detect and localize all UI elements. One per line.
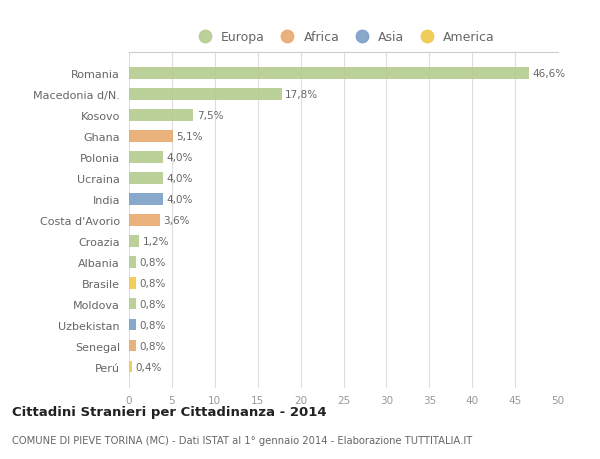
Text: 0,4%: 0,4%	[136, 362, 162, 372]
Text: 4,0%: 4,0%	[167, 152, 193, 162]
Text: 3,6%: 3,6%	[163, 215, 190, 225]
Bar	[129, 319, 136, 331]
Bar	[129, 340, 136, 352]
Bar	[129, 214, 160, 226]
Text: 1,2%: 1,2%	[143, 236, 169, 246]
Bar	[129, 277, 136, 289]
Bar	[129, 89, 282, 101]
Bar	[129, 298, 136, 310]
Text: 17,8%: 17,8%	[285, 90, 318, 100]
Bar	[129, 152, 163, 163]
Text: 4,0%: 4,0%	[167, 174, 193, 184]
Bar	[129, 257, 136, 268]
Text: 0,8%: 0,8%	[139, 278, 166, 288]
Text: 0,8%: 0,8%	[139, 299, 166, 309]
Bar	[129, 194, 163, 205]
Legend: Europa, Africa, Asia, America: Europa, Africa, Asia, America	[187, 26, 500, 49]
Text: 0,8%: 0,8%	[139, 341, 166, 351]
Bar	[129, 173, 163, 184]
Text: 0,8%: 0,8%	[139, 320, 166, 330]
Text: 46,6%: 46,6%	[532, 69, 565, 79]
Text: 7,5%: 7,5%	[197, 111, 223, 121]
Text: Cittadini Stranieri per Cittadinanza - 2014: Cittadini Stranieri per Cittadinanza - 2…	[12, 405, 326, 419]
Text: COMUNE DI PIEVE TORINA (MC) - Dati ISTAT al 1° gennaio 2014 - Elaborazione TUTTI: COMUNE DI PIEVE TORINA (MC) - Dati ISTAT…	[12, 435, 472, 445]
Bar	[129, 361, 133, 373]
Bar	[129, 110, 193, 121]
Bar	[129, 131, 173, 142]
Text: 4,0%: 4,0%	[167, 195, 193, 204]
Text: 5,1%: 5,1%	[176, 132, 203, 141]
Bar	[129, 235, 139, 247]
Bar	[129, 68, 529, 79]
Text: 0,8%: 0,8%	[139, 257, 166, 267]
